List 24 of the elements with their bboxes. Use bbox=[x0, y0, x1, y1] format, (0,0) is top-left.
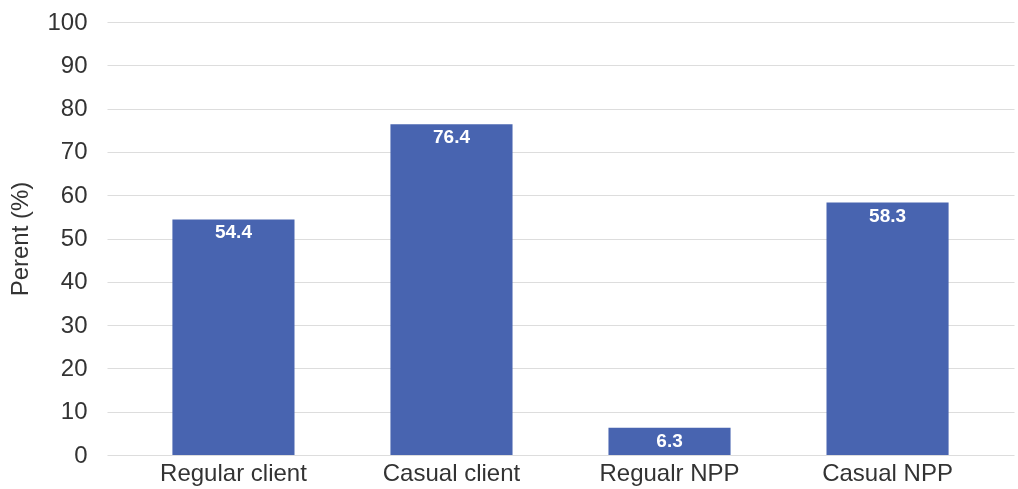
y-tick-label: 100 bbox=[47, 7, 88, 35]
y-tick-label: 70 bbox=[60, 137, 88, 165]
data-label: 6.3 bbox=[656, 429, 683, 451]
y-tick-label: 80 bbox=[60, 94, 88, 122]
y-tick-label: 90 bbox=[60, 50, 88, 78]
y-tick-label: 60 bbox=[60, 180, 88, 208]
y-tick-label: 50 bbox=[60, 224, 88, 251]
x-tick-label: Regular client bbox=[160, 458, 308, 486]
y-tick-label: 30 bbox=[60, 310, 88, 338]
data-label: 58.3 bbox=[869, 204, 907, 226]
y-tick-label: 40 bbox=[60, 267, 88, 295]
x-tick-label: Regualr NPP bbox=[599, 458, 740, 486]
x-tick-label: Casual client bbox=[382, 458, 521, 486]
y-tick-label: 10 bbox=[60, 397, 88, 425]
x-tick-label: Casual NPP bbox=[822, 458, 953, 486]
bar bbox=[172, 219, 295, 455]
bar bbox=[826, 202, 949, 455]
data-label: 54.4 bbox=[214, 221, 253, 243]
y-axis-title: Perent (%) bbox=[6, 181, 34, 297]
bar bbox=[608, 427, 731, 455]
data-label: 76.4 bbox=[432, 126, 471, 148]
bar bbox=[390, 124, 513, 455]
y-tick-label: 0 bbox=[74, 440, 88, 468]
y-tick-label: 20 bbox=[60, 353, 88, 381]
